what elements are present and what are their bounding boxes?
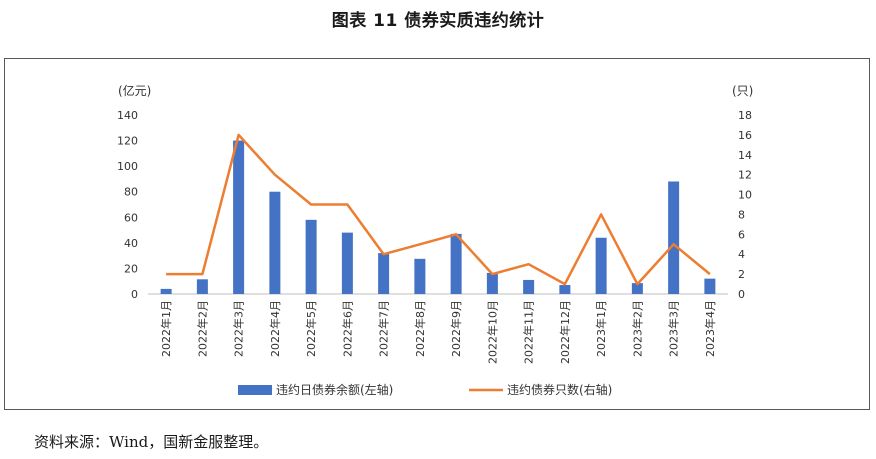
left-axis-unit: (亿元) <box>118 83 151 98</box>
right-tick-label: 18 <box>738 109 752 122</box>
bar <box>305 219 317 294</box>
figure-title: 图表 11 债券实质违约统计 <box>331 11 545 31</box>
category-label: 2022年9月 <box>449 300 463 357</box>
bar <box>160 288 172 294</box>
right-tick-label: 2 <box>738 268 745 281</box>
bar <box>341 232 353 294</box>
bar <box>595 237 607 294</box>
category-labels: 2022年1月 2022年2月 2022年3月 2022年4月 2022年5月 2022年… <box>159 300 717 364</box>
source-note: 资料来源：Wind，国新金服整理。 <box>34 433 269 451</box>
bar <box>486 272 498 294</box>
right-tick-label: 4 <box>738 248 745 261</box>
category-label: 2022年4月 <box>268 300 282 357</box>
bar <box>523 279 535 294</box>
right-axis-ticks: 0 2 4 6 8 10 12 14 16 18 <box>738 109 752 301</box>
left-tick-label: 0 <box>131 288 138 301</box>
bar-series <box>160 140 716 294</box>
right-tick-label: 8 <box>738 208 745 221</box>
legend-bar-label: 违约日债券余额(左轴) <box>276 382 393 397</box>
bar <box>269 191 281 294</box>
bar <box>631 283 643 294</box>
left-tick-label: 20 <box>124 262 138 275</box>
bar <box>414 258 426 294</box>
category-label: 2022年3月 <box>232 300 246 357</box>
right-tick-label: 0 <box>738 288 745 301</box>
category-label: 2022年5月 <box>304 300 318 357</box>
category-label: 2022年11月 <box>522 300 536 364</box>
category-label: 2022年8月 <box>413 300 427 357</box>
category-label: 2023年1月 <box>594 300 608 357</box>
category-label: 2022年1月 <box>159 300 173 357</box>
category-label: 2022年2月 <box>195 300 209 357</box>
line-path <box>166 133 711 286</box>
bar <box>196 279 208 294</box>
category-label: 2022年10月 <box>485 300 499 364</box>
left-tick-label: 100 <box>117 160 138 173</box>
legend-line-label: 违约债券只数(右轴) <box>507 382 612 397</box>
right-tick-label: 6 <box>738 228 745 241</box>
right-tick-label: 14 <box>738 149 752 162</box>
left-tick-label: 60 <box>124 211 138 224</box>
category-label: 2022年7月 <box>377 300 391 357</box>
left-axis-ticks: 0 20 40 60 80 100 120 140 <box>117 109 138 301</box>
bar <box>704 278 716 294</box>
right-tick-label: 16 <box>738 129 752 142</box>
left-tick-label: 40 <box>124 237 138 250</box>
right-tick-label: 12 <box>738 169 752 182</box>
category-label: 2023年3月 <box>667 300 681 357</box>
legend-bar-swatch <box>238 385 272 395</box>
category-label: 2022年12月 <box>558 300 572 364</box>
chart-frame <box>4 58 870 410</box>
right-axis-unit: (只) <box>732 84 753 98</box>
bar <box>668 181 680 294</box>
left-tick-label: 80 <box>124 186 138 199</box>
bar <box>450 233 462 294</box>
right-tick-label: 10 <box>738 189 752 202</box>
left-tick-label: 140 <box>117 109 138 122</box>
bar <box>233 140 245 294</box>
line-series <box>166 133 711 286</box>
bar <box>378 253 390 294</box>
legend: 违约日债券余额(左轴) 违约债券只数(右轴) <box>238 382 612 397</box>
bar <box>559 285 571 294</box>
category-label: 2023年2月 <box>630 300 644 357</box>
category-label: 2022年6月 <box>340 300 354 357</box>
left-tick-label: 120 <box>117 135 138 148</box>
category-label: 2023年4月 <box>703 300 717 357</box>
